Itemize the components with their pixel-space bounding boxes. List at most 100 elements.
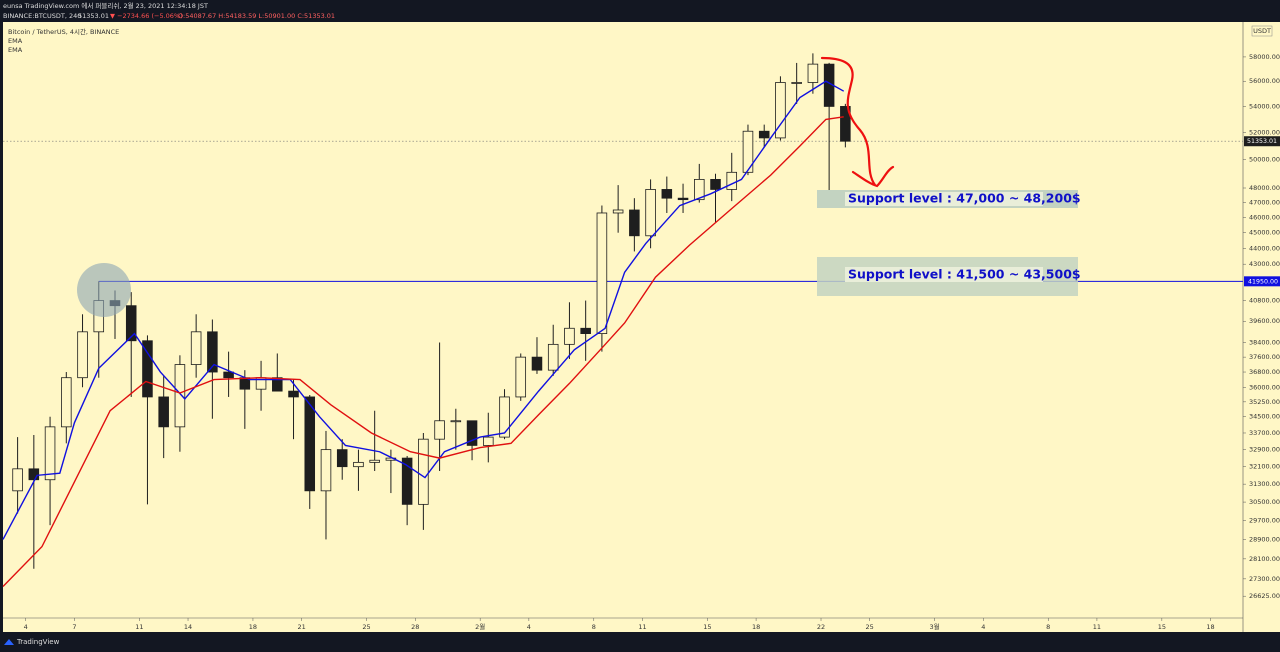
top-bar xyxy=(0,0,1280,22)
candle-body xyxy=(596,212,608,334)
label-bg xyxy=(845,192,1043,206)
y-tick-label: 27300.00 xyxy=(1249,575,1280,583)
y-tick-label: 48000.00 xyxy=(1249,184,1280,192)
candle-body xyxy=(336,449,348,468)
x-tick-label: 11 xyxy=(1093,623,1101,631)
bottom-bar xyxy=(0,632,1280,652)
logo xyxy=(4,639,14,645)
candle-body xyxy=(758,130,770,139)
x-tick-label: 11 xyxy=(135,623,143,631)
y-tick-label: 26625.00 xyxy=(1249,592,1280,600)
x-tick-label: 15 xyxy=(703,623,711,631)
y-tick-label: 44000.00 xyxy=(1249,244,1280,252)
y-tick-label: 29700.00 xyxy=(1249,516,1280,524)
y-tick-label: 36800.00 xyxy=(1249,368,1280,376)
label-bg xyxy=(845,267,1043,282)
x-tick-label: 2월 xyxy=(475,622,485,631)
last-price-box xyxy=(1244,136,1280,147)
last: 51353.01 xyxy=(78,12,109,20)
candle-body xyxy=(580,327,591,334)
candle-body xyxy=(466,420,478,446)
candle-body xyxy=(61,377,72,428)
candle-body xyxy=(418,438,429,505)
candle-body xyxy=(434,420,445,440)
legend-ema: EMA xyxy=(8,46,23,54)
x-tick-label: 7 xyxy=(72,623,76,631)
candle-body xyxy=(547,343,559,371)
candle-body xyxy=(320,449,332,492)
change: ▼ −2734.66 (−5.06%) xyxy=(110,12,183,20)
x-tick-label: 15 xyxy=(1158,623,1166,631)
legend-ema: EMA xyxy=(8,37,23,45)
candle-body xyxy=(531,356,543,371)
y-tick-label: 32100.00 xyxy=(1249,463,1280,471)
candle-body xyxy=(207,331,218,373)
candle-body xyxy=(807,63,819,83)
y-tick-label: 39600.00 xyxy=(1249,317,1280,325)
candle-body xyxy=(125,305,137,342)
legend-title: Bitcoin / TetherUS, 4시간, BINANCE xyxy=(8,27,119,36)
candle-body xyxy=(840,106,851,142)
symbol: BINANCE:BTCUSDT, 240 xyxy=(3,12,81,20)
level-box xyxy=(1244,276,1280,287)
left-edge xyxy=(0,22,3,632)
candle-body xyxy=(645,189,656,237)
brand: TradingView xyxy=(16,638,60,646)
y-tick-label: 36000.00 xyxy=(1249,383,1280,391)
candle-body xyxy=(791,82,802,84)
candle-body xyxy=(499,396,510,438)
x-tick-label: 21 xyxy=(297,623,305,631)
candle-body xyxy=(677,197,689,201)
x-tick-label: 8 xyxy=(1046,623,1050,631)
y-tick-label: 37600.00 xyxy=(1249,353,1280,361)
y-tick-label: 40800.00 xyxy=(1249,297,1280,305)
candle-body xyxy=(12,468,23,492)
y-tick-label: 34500.00 xyxy=(1249,413,1280,421)
candle-body xyxy=(223,371,234,379)
y-tick-label: 33700.00 xyxy=(1249,429,1280,437)
support-label: Support level : 41,500 ~ 43,500$ xyxy=(848,267,1081,282)
candle-body xyxy=(612,209,624,214)
x-tick-label: 4 xyxy=(527,623,531,631)
x-tick-label: 14 xyxy=(184,623,192,631)
y-tick-label: 50000.00 xyxy=(1249,156,1280,164)
y-tick-label: 38400.00 xyxy=(1249,339,1280,347)
candle-body xyxy=(515,356,527,398)
y-tick-label: 46000.00 xyxy=(1249,213,1280,221)
candle-body xyxy=(401,457,413,505)
candle-body xyxy=(694,178,705,201)
x-tick-label: 25 xyxy=(866,623,874,631)
x-tick-label: 18 xyxy=(752,623,760,631)
x-tick-label: 4 xyxy=(24,623,28,631)
y-tick-label: 45000.00 xyxy=(1249,229,1280,237)
x-tick-label: 22 xyxy=(817,623,825,631)
y-tick-label: 28100.00 xyxy=(1249,555,1280,563)
x-tick-label: 28 xyxy=(411,623,419,631)
candle-body xyxy=(77,331,88,379)
currency-box xyxy=(1251,25,1273,37)
candle-body xyxy=(190,331,202,365)
currency: USDT xyxy=(1253,27,1271,35)
y-tick-label: 28900.00 xyxy=(1249,535,1280,543)
candle-body xyxy=(742,130,754,173)
x-tick-label: 11 xyxy=(638,623,646,631)
last-price-label: 51353.01 xyxy=(1247,138,1277,145)
y-tick-label: 43000.00 xyxy=(1249,260,1280,268)
y-tick-label: 31300.00 xyxy=(1249,480,1280,488)
publisher: eunsa TradingView.com 에서 퍼블리쉬, 2월 23, 20… xyxy=(3,1,208,10)
candle-body xyxy=(564,327,575,345)
support-label: Support level : 47,000 ~ 48,200$ xyxy=(848,191,1081,206)
candle-body xyxy=(710,178,721,190)
candle-body xyxy=(44,426,56,481)
y-tick-label: 52000.00 xyxy=(1249,129,1280,137)
y-tick-label: 35250.00 xyxy=(1249,398,1280,406)
x-tick-label: 18 xyxy=(1206,623,1214,631)
candle-body xyxy=(450,420,462,423)
x-tick-label: 4 xyxy=(981,623,985,631)
candle-body xyxy=(142,340,153,398)
level-label: 41950.00 xyxy=(1248,278,1278,285)
y-tick-label: 47000.00 xyxy=(1249,199,1280,207)
y-tick-label: 32900.00 xyxy=(1249,446,1280,454)
